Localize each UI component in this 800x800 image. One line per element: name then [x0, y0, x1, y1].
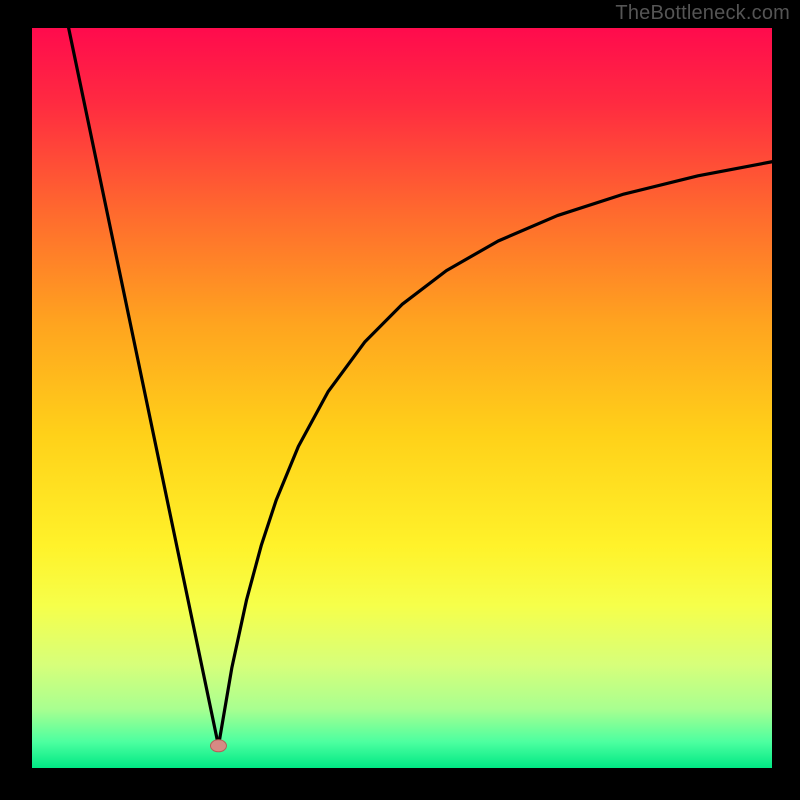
chart-canvas: TheBottleneck.com	[0, 0, 800, 800]
chart-svg	[0, 0, 800, 800]
watermark-text: TheBottleneck.com	[615, 2, 790, 25]
minimum-marker	[210, 740, 226, 752]
plot-background	[32, 28, 772, 768]
